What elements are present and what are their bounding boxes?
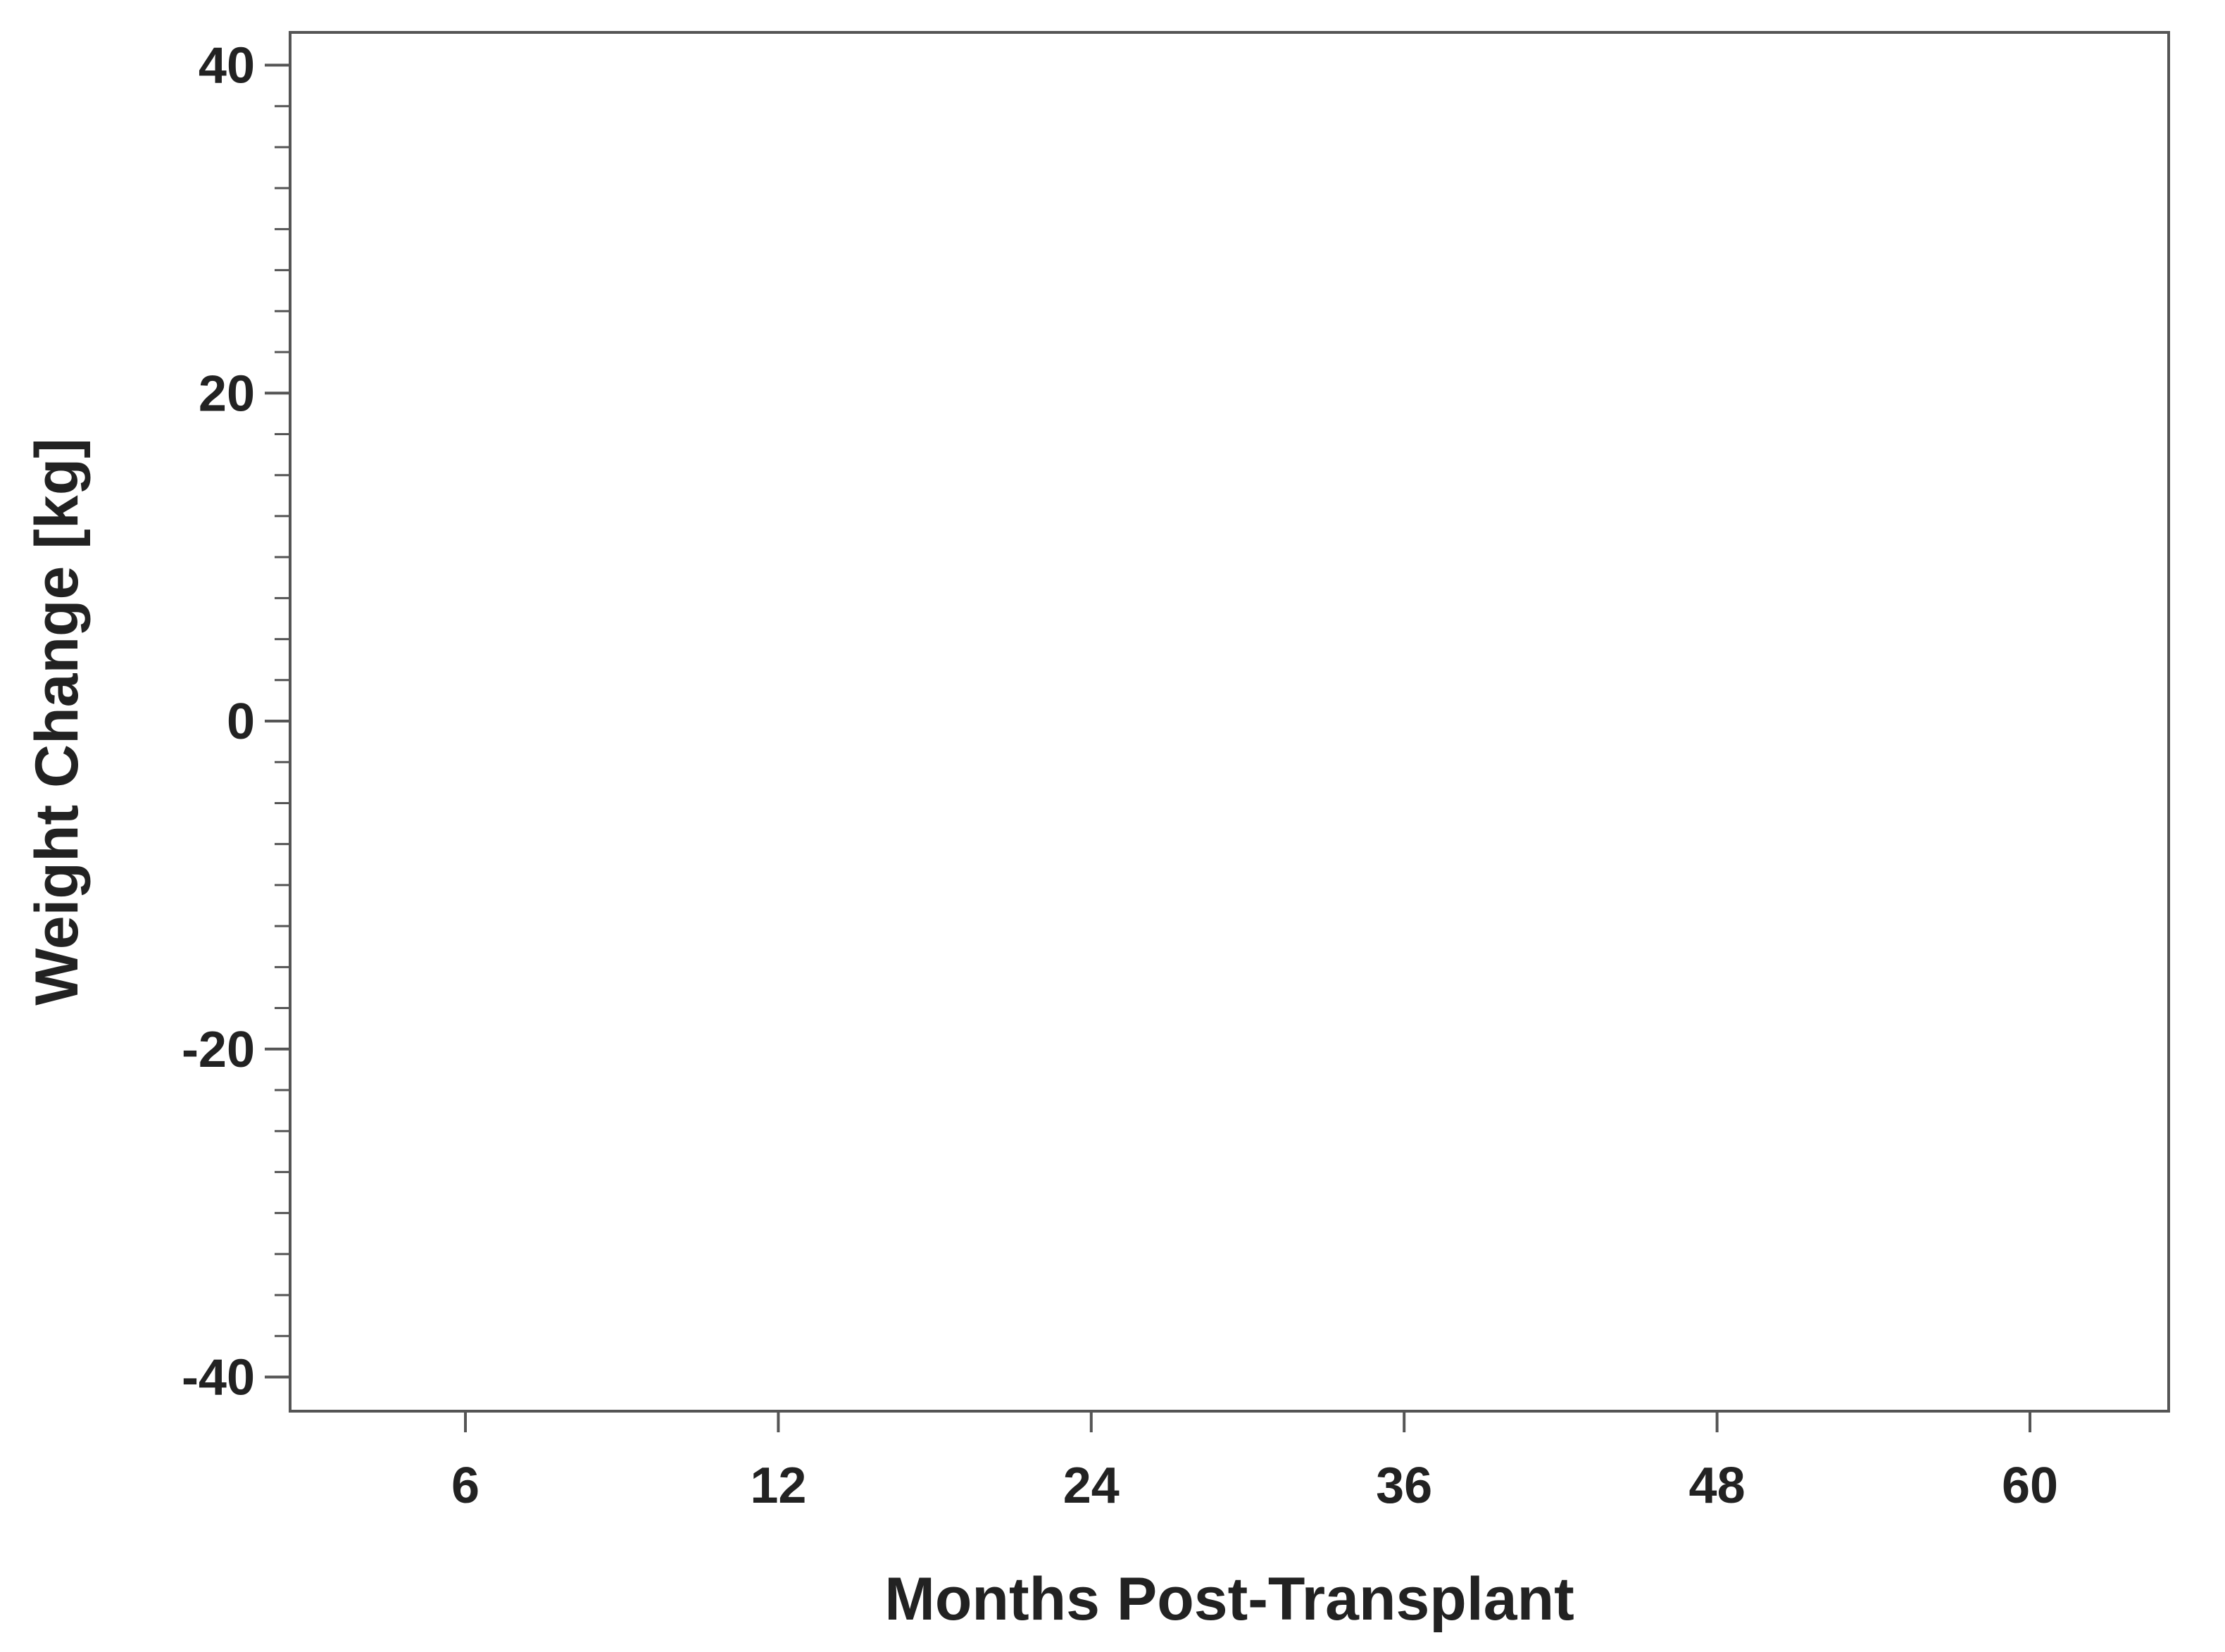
tick-label-layer: 40 20 0 -20 -40 6 12 24 36 48 60 bbox=[182, 38, 2058, 1515]
y-axis-title: Weight Change [kg] bbox=[23, 438, 91, 1006]
x-tick-label: 12 bbox=[750, 1458, 806, 1514]
y-tick-label: -20 bbox=[182, 1022, 255, 1078]
x-tick-label: 48 bbox=[1689, 1458, 1745, 1514]
x-tick-label: 24 bbox=[1063, 1458, 1120, 1514]
x-tick-label: 60 bbox=[2002, 1458, 2058, 1514]
x-tick-label: 36 bbox=[1376, 1458, 1432, 1514]
x-axis-title: Months Post-Transplant bbox=[884, 1565, 1574, 1633]
y-tick-label: 40 bbox=[199, 38, 255, 94]
axes-layer bbox=[265, 31, 2170, 1432]
x-tick-label: 6 bbox=[451, 1458, 480, 1514]
y-tick-label: 0 bbox=[227, 694, 255, 750]
y-tick-label: -40 bbox=[182, 1350, 255, 1406]
plot-frame bbox=[289, 31, 2170, 1413]
y-tick-label: 20 bbox=[199, 365, 255, 422]
